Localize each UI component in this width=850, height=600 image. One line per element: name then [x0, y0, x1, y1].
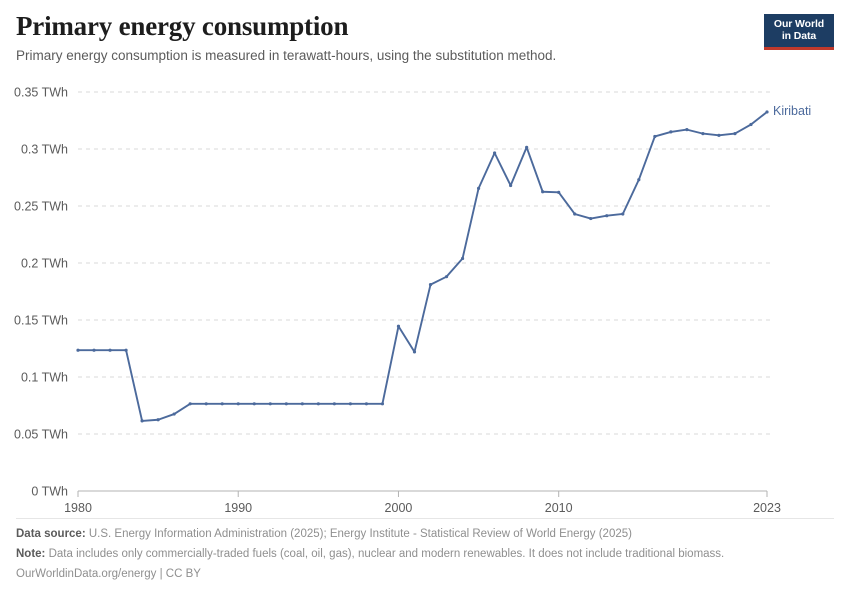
data-point[interactable]	[637, 178, 641, 182]
data-point[interactable]	[749, 122, 753, 127]
logo-line-1: Our World	[773, 18, 825, 30]
chart-header: Primary energy consumption Primary energ…	[16, 12, 834, 65]
footer-note-label: Note:	[16, 548, 46, 561]
data-point[interactable]	[589, 216, 593, 221]
data-point[interactable]	[669, 130, 673, 134]
data-point[interactable]	[204, 402, 208, 406]
series-line-kiribati[interactable]	[77, 111, 768, 422]
data-point[interactable]	[701, 132, 705, 136]
data-point[interactable]	[557, 190, 561, 194]
y-axis-tick-label: 0.25 TWh	[14, 200, 68, 214]
data-point[interactable]	[476, 186, 481, 190]
data-point[interactable]	[685, 128, 689, 132]
data-point[interactable]	[172, 412, 176, 416]
data-point[interactable]	[140, 419, 144, 423]
y-axis-tick-label: 0.2 TWh	[21, 257, 68, 271]
data-point[interactable]	[92, 348, 96, 352]
y-axis-tick-label: 0.35 TWh	[14, 86, 68, 100]
data-point[interactable]	[509, 183, 513, 188]
data-point[interactable]	[653, 134, 657, 139]
data-point[interactable]	[156, 418, 160, 422]
x-axis-tick-label: 2010	[545, 501, 573, 515]
our-world-in-data-logo[interactable]: Our World in Data	[764, 14, 834, 50]
footer-note-text: Data includes only commercially-traded f…	[48, 548, 725, 561]
y-axis-tick-label: 0 TWh	[31, 485, 68, 499]
y-axis-tick-label: 0.1 TWh	[21, 371, 68, 385]
footer-attribution[interactable]: OurWorldinData.org/energy | CC BY	[16, 568, 201, 581]
data-point[interactable]	[332, 402, 336, 406]
data-point[interactable]	[605, 214, 609, 218]
data-point[interactable]	[220, 402, 224, 406]
chart-footer: Data source: U.S. Energy Information Adm…	[16, 524, 834, 584]
data-point[interactable]	[236, 402, 240, 406]
data-point[interactable]	[396, 324, 401, 328]
data-point[interactable]	[380, 402, 385, 406]
page-subtitle: Primary energy consumption is measured i…	[16, 48, 557, 64]
data-point[interactable]	[573, 212, 577, 216]
logo-line-2: in Data	[781, 29, 817, 42]
page-title: Primary energy consumption	[16, 11, 349, 41]
data-point[interactable]	[621, 212, 625, 216]
series-label-kiribati[interactable]: Kiribati	[773, 104, 811, 118]
data-point[interactable]	[252, 402, 256, 406]
footer-source-row: Data source: U.S. Energy Information Adm…	[16, 524, 834, 544]
data-point[interactable]	[188, 402, 192, 406]
data-point[interactable]	[124, 348, 128, 352]
data-point[interactable]	[364, 402, 369, 406]
data-point[interactable]	[76, 348, 80, 352]
footer-source-text: U.S. Energy Information Administration (…	[88, 528, 632, 540]
footer-divider	[16, 518, 834, 519]
data-point[interactable]	[348, 402, 352, 406]
footer-source-label: Data source:	[16, 528, 86, 540]
x-axis-tick-label: 1980	[64, 501, 92, 515]
y-axis-tick-label: 0.15 TWh	[14, 314, 68, 328]
data-point[interactable]	[733, 132, 737, 136]
data-point[interactable]	[428, 283, 433, 287]
data-point[interactable]	[460, 256, 465, 261]
line-chart-svg[interactable]: 0 TWh 0.05 TWh 0.1 TWh 0.15 TWh 0.2 TWh 0.25 …	[0, 80, 850, 516]
x-axis-tick-label: 2023	[753, 501, 781, 515]
data-point[interactable]	[541, 190, 545, 194]
data-point[interactable]	[717, 133, 721, 137]
data-point[interactable]	[300, 402, 304, 406]
data-point[interactable]	[493, 151, 497, 155]
y-axis-tick-label: 0.3 TWh	[21, 143, 68, 157]
data-point[interactable]	[108, 348, 112, 352]
y-axis-tick-label: 0.05 TWh	[14, 428, 68, 442]
x-axis-tick-label: 2000	[385, 501, 413, 515]
data-point[interactable]	[268, 402, 272, 406]
data-point[interactable]	[765, 110, 769, 114]
chart-plot-area[interactable]: 0 TWh 0.05 TWh 0.1 TWh 0.15 TWh 0.2 TWh 0.25 …	[0, 80, 850, 516]
x-axis-tick-label: 1990	[224, 501, 252, 515]
data-point[interactable]	[412, 350, 417, 354]
data-point[interactable]	[525, 145, 529, 149]
footer-note-row: Note: Data includes only commercially-tr…	[16, 544, 834, 564]
data-point[interactable]	[444, 275, 449, 279]
data-point[interactable]	[284, 402, 288, 406]
data-point[interactable]	[316, 402, 320, 406]
